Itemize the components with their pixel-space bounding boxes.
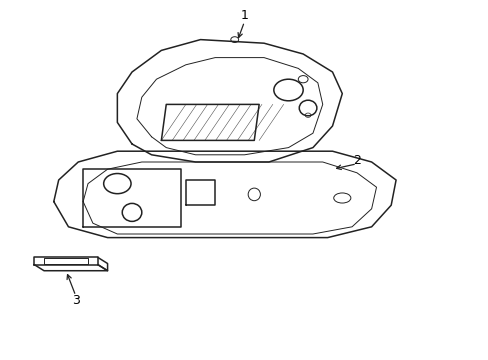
Text: 1: 1 <box>240 9 248 22</box>
Text: 2: 2 <box>352 154 360 167</box>
Text: 3: 3 <box>72 294 80 307</box>
